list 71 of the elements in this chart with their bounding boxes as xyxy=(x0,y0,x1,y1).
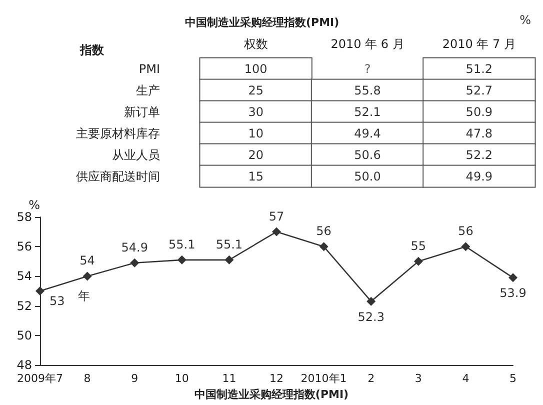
data-label: 55.1 xyxy=(168,237,196,252)
annotation: 年 xyxy=(78,289,90,303)
x-tick-label: 5 xyxy=(510,372,516,385)
point xyxy=(508,273,518,282)
text: % xyxy=(520,13,532,27)
x-tick-label: 10 xyxy=(174,372,189,385)
data-label: 50.9 xyxy=(466,104,493,119)
y-tick-label: 从业人员 xyxy=(112,148,160,162)
y-axis-title: % xyxy=(28,198,40,212)
data-label: 52.3 xyxy=(358,310,384,324)
x-tick-label: 8 xyxy=(84,372,91,385)
data-label: 53.9 xyxy=(500,286,526,300)
x-tick-label: 9 xyxy=(131,372,138,385)
x-tick-label: 2010 年 6 月 xyxy=(330,37,404,51)
text: 中国制造业采购经理指数(PMI) xyxy=(194,388,349,401)
data-label: 49.9 xyxy=(466,169,493,184)
point xyxy=(414,256,423,266)
data-label: 56 xyxy=(316,224,332,238)
data-label: 47.8 xyxy=(466,126,493,140)
data-label: 30 xyxy=(248,104,264,119)
point xyxy=(82,272,92,281)
point xyxy=(319,242,328,252)
y-tick-label: 新订单 xyxy=(124,104,160,119)
y-tick-label: 50 xyxy=(16,328,32,342)
x-tick-label: 3 xyxy=(414,372,422,385)
x-tick-label: 2 xyxy=(368,372,375,385)
chart-title: 中国制造业采购经理指数(PMI) xyxy=(185,16,340,29)
text: ? xyxy=(364,62,371,76)
data-label: 49.4 xyxy=(354,126,381,140)
point xyxy=(177,255,186,264)
data-label: 54.9 xyxy=(121,240,148,254)
y-tick-label: 56 xyxy=(16,240,32,254)
x-tick-label: 4 xyxy=(462,372,470,385)
x-tick-label: 2010 年 7 月 xyxy=(442,37,516,51)
data-label: 15 xyxy=(248,169,264,184)
data-label: 52.7 xyxy=(466,83,493,98)
data-label: 56 xyxy=(458,224,474,238)
x-tick-label: 2009年7 xyxy=(17,372,63,385)
data-label: 100 xyxy=(244,62,268,76)
data-label: 20 xyxy=(248,148,264,162)
data-label: 51.2 xyxy=(466,62,493,76)
point xyxy=(366,296,376,306)
point xyxy=(224,255,234,264)
data-label: 25 xyxy=(248,83,264,98)
data-label: 57 xyxy=(268,209,284,224)
data-label: 52.2 xyxy=(466,148,493,162)
point xyxy=(36,286,44,296)
x-tick-label: 2010年1 xyxy=(300,372,347,385)
point xyxy=(130,258,140,268)
y-tick-label: 52 xyxy=(16,298,32,313)
data-label: 53 xyxy=(50,294,65,308)
x-tick-label: 11 xyxy=(222,372,236,385)
y-axis-title: 指数 xyxy=(79,43,105,57)
y-tick-label: 48 xyxy=(16,358,32,372)
y-tick-label: 生产 xyxy=(136,83,160,98)
data-label: 55 xyxy=(410,238,426,253)
x-tick-label: 权数 xyxy=(242,37,268,51)
y-tick-label: PMI xyxy=(138,62,160,76)
data-label: 50.6 xyxy=(354,148,381,162)
data-label: 55.1 xyxy=(216,237,243,252)
point xyxy=(461,242,470,252)
data-label: 52.1 xyxy=(354,104,381,119)
y-tick-label: 供应商配送时间 xyxy=(76,169,160,184)
y-tick-label: 54 xyxy=(16,269,32,284)
data-label: 50.0 xyxy=(354,169,381,184)
x-tick-label: 12 xyxy=(270,372,284,385)
data-label: 55.8 xyxy=(354,83,381,98)
y-tick-label: 58 xyxy=(16,210,32,224)
y-tick-label: 主要原材料库存 xyxy=(76,126,160,140)
point xyxy=(272,227,281,236)
data-label: 10 xyxy=(248,126,264,140)
